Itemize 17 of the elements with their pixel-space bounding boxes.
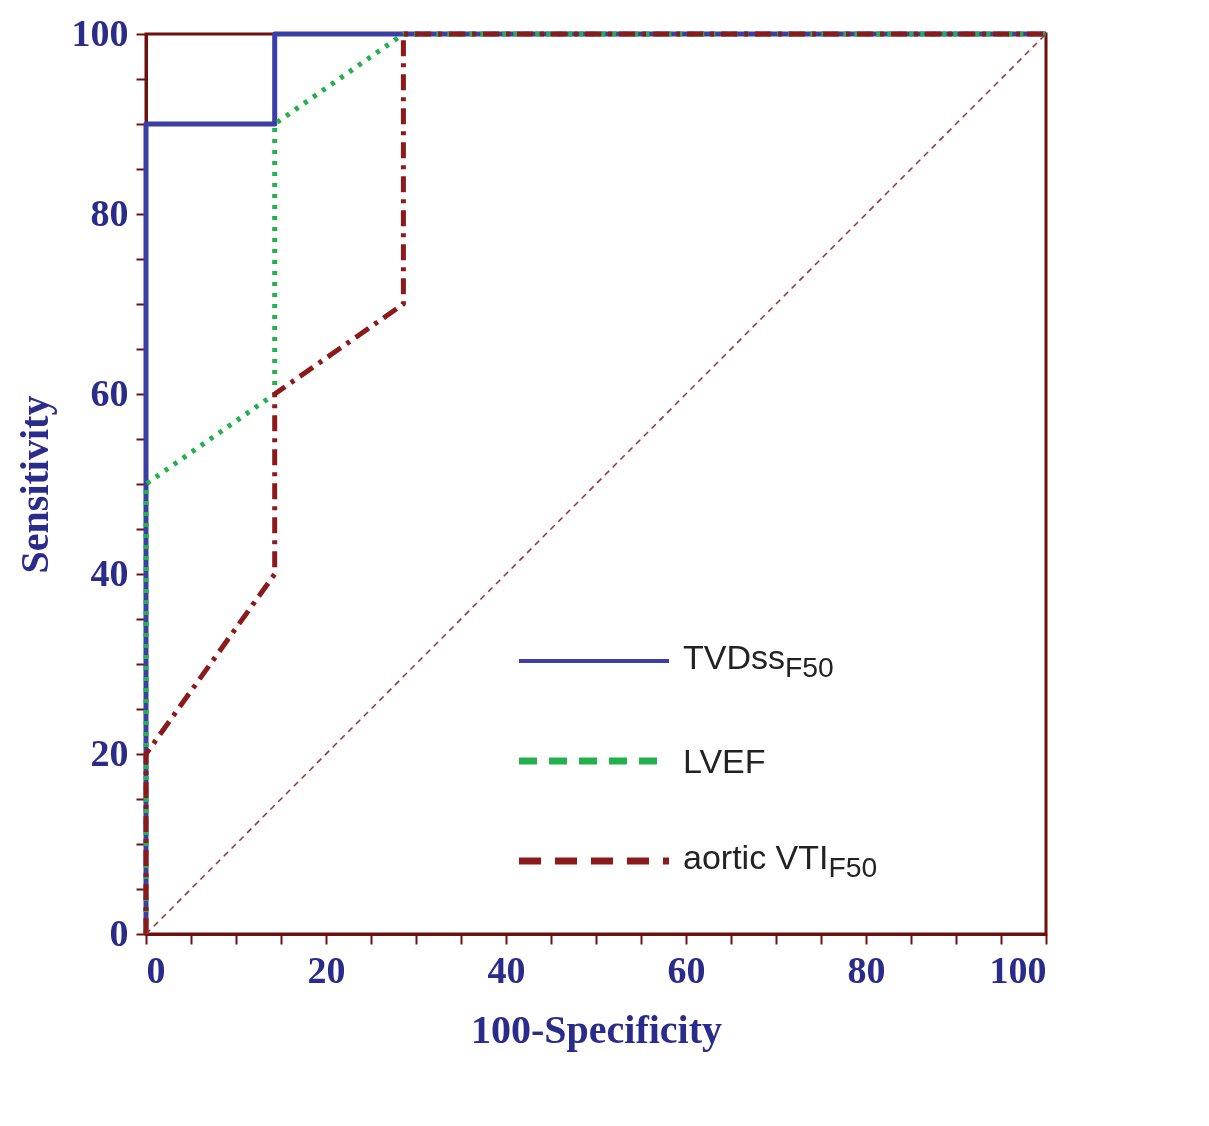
y-tick-label: 20: [90, 731, 129, 774]
y-tick-label: 0: [109, 911, 129, 954]
x-tick-label: 80: [847, 948, 886, 991]
legend-label: TVDss$_{F50}$: [683, 638, 834, 684]
x-tick-label: 20: [307, 948, 346, 991]
y-tick-label: 40: [90, 551, 129, 594]
x-tick-label: 40: [487, 948, 526, 991]
x-tick-label: 0: [146, 948, 166, 991]
legend-label: LVEF: [683, 741, 766, 781]
y-tick-label: 100: [71, 11, 129, 54]
y-axis-title: Sensitivity: [11, 395, 57, 574]
x-tick-label: 100: [989, 948, 1047, 991]
y-tick-label: 80: [90, 191, 129, 234]
x-tick-label: 60: [667, 948, 706, 991]
x-axis-title: 100-Specificity: [470, 1006, 723, 1052]
y-tick-label: 60: [90, 371, 129, 414]
legend-label: aortic VTI$_{F50}$: [683, 838, 878, 884]
